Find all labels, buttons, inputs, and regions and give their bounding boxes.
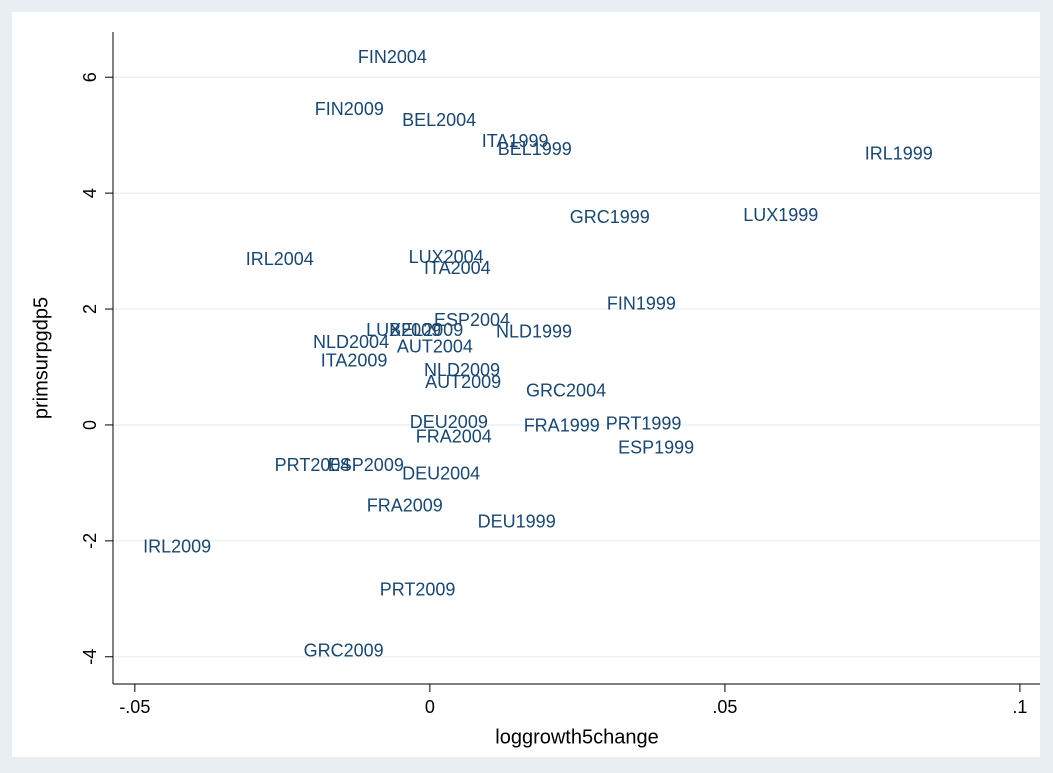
point-label: AUT2009 xyxy=(425,372,501,392)
x-tick-label: -.05 xyxy=(119,697,150,717)
x-tick-label: .05 xyxy=(712,697,737,717)
point-label: FRA2004 xyxy=(416,426,492,446)
point-label: PRT1999 xyxy=(606,414,682,434)
point-label: BEL2004 xyxy=(402,110,476,130)
point-label: ITA1999 xyxy=(482,131,549,151)
point-label: BEL2009 xyxy=(389,320,463,340)
point-label: GRC2004 xyxy=(526,381,606,401)
point-label: BEL1999 xyxy=(498,139,572,159)
point-label: IRL2009 xyxy=(143,537,211,557)
point-label: PRT2009 xyxy=(380,579,456,599)
point-label: DEU2004 xyxy=(402,464,480,484)
point-label: FIN2009 xyxy=(315,99,384,119)
point-label: FIN1999 xyxy=(607,294,676,314)
point-label: DEU2009 xyxy=(410,412,488,432)
point-label: FRA1999 xyxy=(524,415,600,435)
point-label: ITA2004 xyxy=(424,258,491,278)
point-label: ESP2004 xyxy=(434,310,510,330)
point-label: AUT2004 xyxy=(397,337,473,357)
point-label: ESP2009 xyxy=(328,455,404,475)
point-label: NLD1999 xyxy=(496,322,572,342)
y-tick-label: 6 xyxy=(80,72,100,82)
point-label: NLD2009 xyxy=(424,360,500,380)
point-label: FRA2009 xyxy=(367,495,443,515)
point-label: IRL2004 xyxy=(246,249,314,269)
point-label: LUX2004 xyxy=(409,247,484,267)
x-axis-label: loggrowth5change xyxy=(495,726,658,748)
point-label: NLD2004 xyxy=(313,332,389,352)
y-tick-label: 2 xyxy=(80,304,100,314)
point-label: PRT2004 xyxy=(275,455,351,475)
point-label: LUX1999 xyxy=(743,205,818,225)
point-label: GRC1999 xyxy=(570,207,650,227)
y-tick-label: -4 xyxy=(80,649,100,665)
point-label: IRL1999 xyxy=(865,144,933,164)
point-label: DEU1999 xyxy=(478,512,556,532)
plot-background xyxy=(12,12,1040,757)
point-label: ESP1999 xyxy=(618,437,694,457)
y-tick-label: 4 xyxy=(80,188,100,198)
point-label: ITA2009 xyxy=(321,351,388,371)
point-label: FIN2004 xyxy=(358,47,427,67)
point-label: GRC2009 xyxy=(304,640,384,660)
y-tick-label: -2 xyxy=(80,533,100,549)
x-tick-label: .1 xyxy=(1012,697,1027,717)
x-tick-label: 0 xyxy=(425,697,435,717)
point-label: LUX2009 xyxy=(366,320,441,340)
y-tick-label: 0 xyxy=(80,420,100,430)
y-axis-label: primsurpgdp5 xyxy=(30,297,52,419)
